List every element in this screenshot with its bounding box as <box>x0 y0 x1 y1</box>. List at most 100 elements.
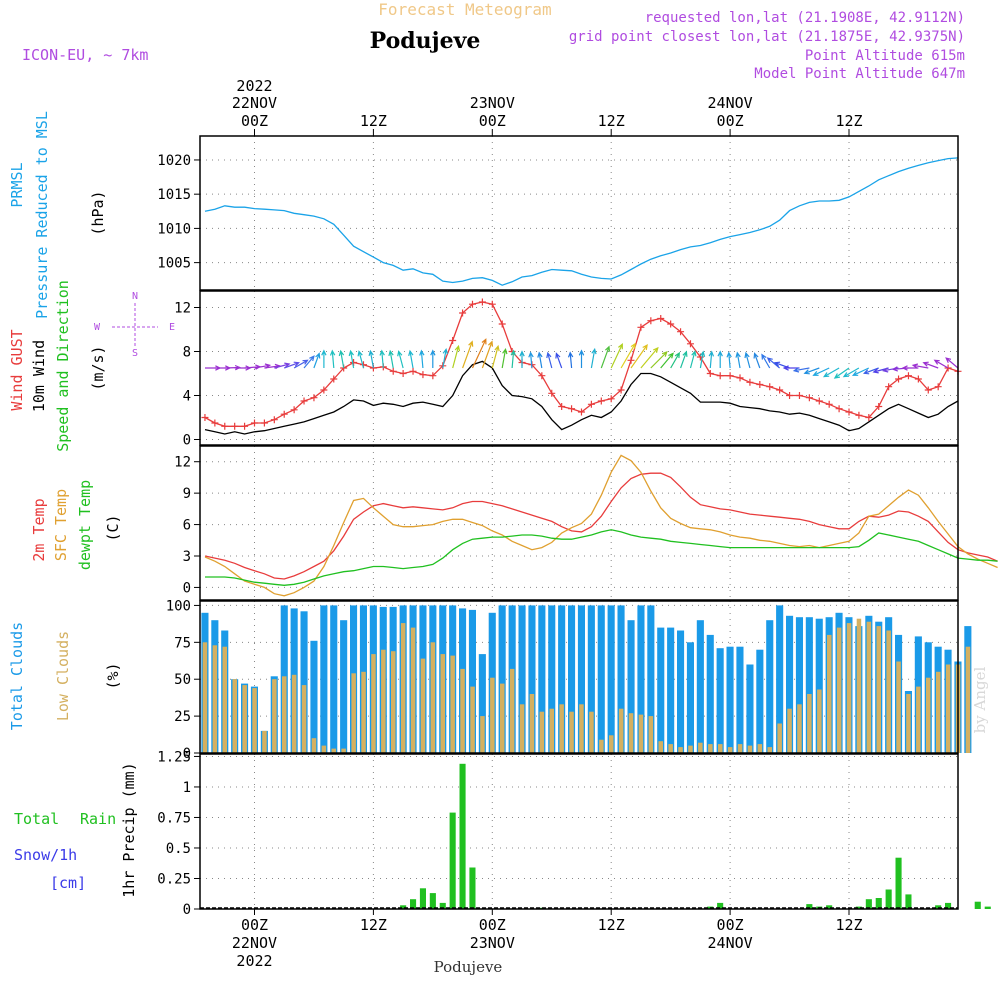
wind-arrow-20 <box>397 350 404 369</box>
clouds-bar-low-clouds-39 <box>589 711 594 753</box>
clouds-bar-low-clouds-37 <box>569 711 574 753</box>
wind-arrow-23 <box>430 349 436 368</box>
clouds-bar-low-clouds-27 <box>470 686 475 753</box>
gust-marker-34 <box>538 372 546 380</box>
wind-ytick-label-0: 0 <box>183 433 191 449</box>
compass-e: E <box>169 322 175 333</box>
wind-arrow-28 <box>481 340 494 369</box>
gust-marker-45 <box>647 317 655 325</box>
clouds-bar-low-clouds-1 <box>212 645 218 753</box>
cloud-unit: (%) <box>104 662 122 689</box>
bottom-time-label-0: 00Z <box>241 916 268 934</box>
clouds-bar-low-clouds-5 <box>252 688 257 753</box>
precip-bar-total-rain-23 <box>429 893 436 909</box>
clouds-bar-low-clouds-60 <box>797 704 802 753</box>
gust-marker-11 <box>310 394 318 402</box>
clouds-bar-total-clouds-52 <box>716 648 724 753</box>
gust-marker-55 <box>746 378 754 386</box>
wind-ytick-label-1: 4 <box>183 389 191 405</box>
clouds-bar-total-clouds-30 <box>498 605 506 753</box>
temp2m-label: 2m Temp <box>30 498 48 561</box>
wind-arrow-44 <box>640 346 659 369</box>
clouds-bar-low-clouds-23 <box>430 642 436 753</box>
clouds-bar-total-clouds-53 <box>726 646 734 753</box>
clouds-bar-low-clouds-28 <box>480 716 485 753</box>
gust-marker-35 <box>548 389 556 397</box>
temperature-panel: 0 3 6 9 12 <box>174 445 998 601</box>
clouds-bar-low-clouds-38 <box>579 704 584 753</box>
precip-bar-total-rain-75 <box>945 902 952 909</box>
wind-panel: 0 4 8 12 <box>174 290 962 449</box>
pressure-panel: 1005 1010 1015 1020 <box>157 135 959 291</box>
top-year-label: 2022 <box>236 77 272 95</box>
wind-arrow-43 <box>630 343 648 369</box>
gust-marker-38 <box>577 408 585 416</box>
clouds-bar-low-clouds-49 <box>688 745 693 753</box>
compass-s: S <box>132 348 138 359</box>
wind-arrow-10 <box>303 355 315 369</box>
wind-arrow-65 <box>833 367 850 379</box>
gust-marker-63 <box>825 400 833 408</box>
clouds-bar-low-clouds-54 <box>737 744 743 753</box>
clouds-bar-low-clouds-62 <box>817 689 822 753</box>
clouds-bar-total-clouds-36 <box>558 605 566 753</box>
precip-bar-total-rain-66 <box>855 906 862 909</box>
wind-arrow-35 <box>546 351 553 369</box>
gust-marker-64 <box>835 405 843 413</box>
wind-ytick-label-2: 8 <box>183 345 191 361</box>
wind-arrow-22 <box>419 349 425 369</box>
compass-icon: N W E S <box>94 291 175 359</box>
gust-marker-30 <box>498 320 506 328</box>
wind-arrow-36 <box>555 352 563 369</box>
clouds-bar-low-clouds-4 <box>242 685 247 753</box>
bottom-time-axis: 00Z 12Z 00Z 12Z 00Z 12Z 22NOV 23NOV 24NOV 2022 <box>232 909 863 970</box>
precip-bar-total-rain-67 <box>865 899 872 909</box>
top-time-label-4: 00Z <box>717 112 744 130</box>
gust-marker-7 <box>270 416 278 424</box>
clouds-ytick-label-4: 100 <box>166 598 191 614</box>
clouds-bar-low-clouds-53 <box>727 747 733 753</box>
wind-arrow-60 <box>782 365 800 371</box>
gust-marker-44 <box>637 323 645 331</box>
gust-marker-2 <box>221 422 229 430</box>
clouds-bar-low-clouds-41 <box>609 735 614 753</box>
clouds-bar-low-clouds-17 <box>371 654 376 753</box>
gust-marker-10 <box>300 397 308 405</box>
wind-arrow-15 <box>348 349 355 369</box>
rain-label: Rain <box>80 810 116 828</box>
gust-marker-61 <box>805 394 813 402</box>
wind-arrow-39 <box>590 347 597 369</box>
wind-arrow-33 <box>528 351 534 369</box>
wind-arrow-12 <box>321 349 327 368</box>
gust-marker-25 <box>449 337 457 344</box>
clouds-bar-low-clouds-9 <box>291 674 297 753</box>
clouds-bar-low-clouds-29 <box>490 677 495 753</box>
clouds-bar-low-clouds-40 <box>599 739 604 753</box>
clouds-bar-total-clouds-12 <box>320 605 328 753</box>
gust-marker-40 <box>597 397 605 405</box>
precip-bar-total-rain-27 <box>469 867 476 909</box>
top-time-label-5: 12Z <box>835 112 862 130</box>
gust-marker-27 <box>468 300 476 308</box>
clouds-bar-low-clouds-66 <box>856 618 862 753</box>
wind-arrow-13 <box>329 349 336 369</box>
gust-marker-4 <box>241 422 249 430</box>
clouds-bar-low-clouds-45 <box>648 716 654 753</box>
clouds-bar-total-clouds-55 <box>746 664 754 753</box>
top-time-label-0: 00Z <box>241 112 268 130</box>
clouds-bar-low-clouds-34 <box>539 711 545 753</box>
clouds-bar-low-clouds-35 <box>549 708 554 753</box>
precip-bar-total-rain-71 <box>905 894 912 909</box>
gust-marker-53 <box>726 372 734 380</box>
pressure-unit: (hPa) <box>89 190 107 235</box>
temp-panel-labels: 2m Temp SFC Temp dewpt Temp (C) <box>30 480 122 570</box>
clouds-bar-low-clouds-56 <box>757 744 763 753</box>
clouds-bar-low-clouds-70 <box>896 661 901 753</box>
temperature-ytick-label-4: 12 <box>174 455 191 471</box>
precip-bar-total-rain-24 <box>439 902 446 909</box>
precip-bar-total-rain-21 <box>410 899 417 909</box>
clouds-bar-low-clouds-57 <box>767 747 772 753</box>
top-date-label-1: 23NOV <box>470 94 515 112</box>
wind-series-10m-wind <box>204 360 959 435</box>
clouds-bar-low-clouds-69 <box>886 630 891 753</box>
